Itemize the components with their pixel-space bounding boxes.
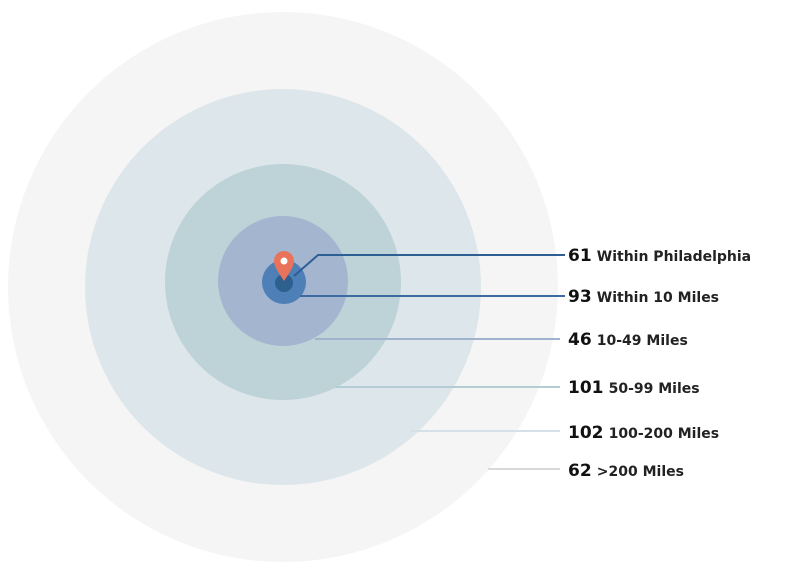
ring-label: 101 50-99 Miles <box>568 378 700 398</box>
location-pin <box>274 251 294 281</box>
leader-line <box>293 254 565 277</box>
ring-city <box>275 274 293 292</box>
ring-label: 102 100-200 Miles <box>568 423 719 443</box>
ring-label: 93 Within 10 Miles <box>568 287 719 307</box>
ring-label: 46 10-49 Miles <box>568 330 688 350</box>
ring-label: 61 Within Philadelphia <box>568 246 751 266</box>
ring-label: 62 >200 Miles <box>568 461 684 481</box>
